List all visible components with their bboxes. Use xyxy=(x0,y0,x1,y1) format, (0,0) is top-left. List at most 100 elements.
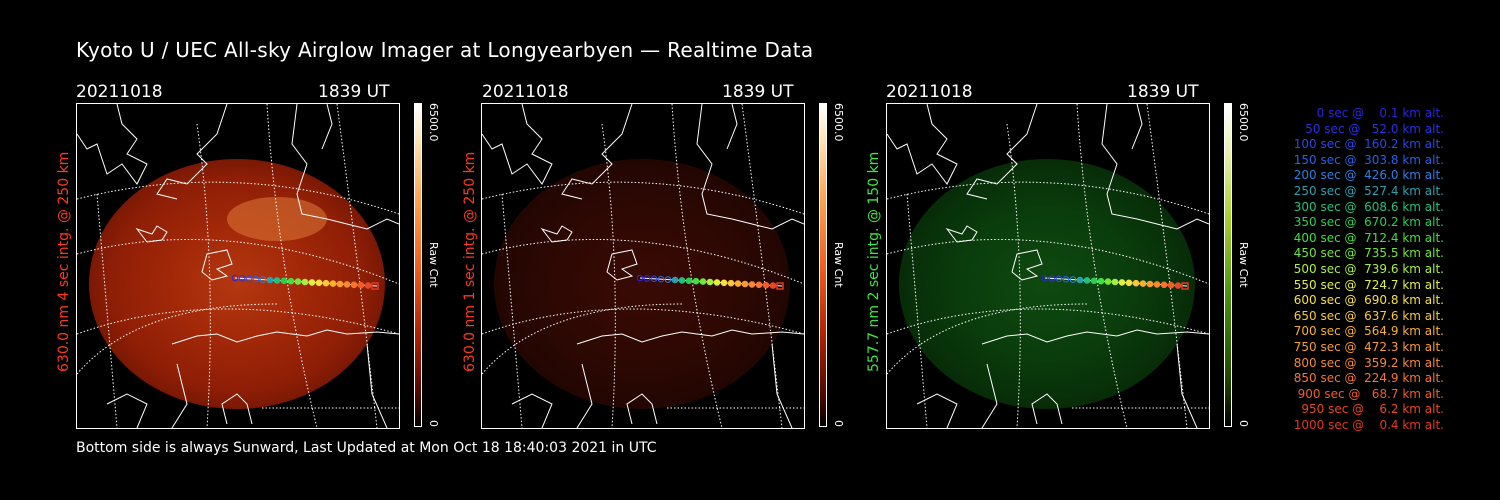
track-point xyxy=(1118,279,1126,286)
legend-row: 250 sec @ 527.4 km alt. xyxy=(1289,184,1444,198)
track-point xyxy=(1153,281,1161,288)
legend-row: 950 sec @ 6.2 km alt. xyxy=(1297,402,1444,417)
track-point xyxy=(336,280,344,288)
footer-status: Bottom side is always Sunward, Last Upda… xyxy=(76,440,657,456)
colorbar-max: 6500.0 xyxy=(832,103,845,142)
track-point xyxy=(1160,281,1168,289)
colorbar xyxy=(819,103,827,427)
track-point xyxy=(720,279,728,287)
track-point xyxy=(1055,275,1063,283)
track-point xyxy=(685,277,693,285)
legend-row: 150 sec @ 303.8 km alt. xyxy=(1289,152,1444,167)
legend-row: 600 sec @ 690.8 km alt. xyxy=(1289,293,1444,308)
legend-row: 500 sec @ 739.6 km alt. xyxy=(1289,262,1444,276)
allsky-image-630-4s xyxy=(76,103,400,429)
colorbar-unit: Raw Cnt xyxy=(427,242,440,288)
panel-date: 20211018 xyxy=(482,82,569,102)
track-point xyxy=(664,276,672,283)
legend-row: 50 sec @ 52.0 km alt. xyxy=(1297,121,1444,136)
colorbar-unit: Raw Cnt xyxy=(1237,242,1250,288)
colorbar-unit: Raw Cnt xyxy=(832,242,845,288)
track-point xyxy=(371,282,379,290)
colorbar xyxy=(1224,103,1232,427)
track-point xyxy=(1181,282,1189,290)
track-point xyxy=(657,275,665,283)
track-point xyxy=(1062,275,1070,283)
track-point xyxy=(1069,276,1077,283)
track-point xyxy=(776,282,784,290)
track-point xyxy=(1083,277,1091,284)
track-point xyxy=(364,282,372,289)
track-point xyxy=(1076,276,1084,284)
satellite-track xyxy=(636,274,784,290)
airglow-disk xyxy=(494,159,790,409)
airglow-disk xyxy=(899,159,1195,409)
track-point xyxy=(1041,274,1049,282)
panel-time: 1839 UT xyxy=(722,82,794,102)
legend-row: 200 sec @ 426.0 km alt. xyxy=(1289,168,1444,183)
legend-row: 850 sec @ 224.9 km alt. xyxy=(1289,371,1444,386)
track-point xyxy=(1132,279,1140,287)
panel-ylabel: 630.0 nm 1 sec intg. @ 250 km xyxy=(462,151,478,372)
track-point xyxy=(1090,277,1098,285)
track-point xyxy=(1048,275,1056,282)
track-point xyxy=(252,275,260,283)
legend-row: 800 sec @ 359.2 km alt. xyxy=(1289,355,1444,370)
track-point xyxy=(1174,282,1182,289)
track-point xyxy=(643,275,651,282)
altitude-legend: 0 sec @ 0.1 km alt. 50 sec @ 52.0 km alt… xyxy=(1260,106,1444,436)
satellite-track xyxy=(231,274,379,290)
track-point xyxy=(1097,277,1105,285)
legend-row: 350 sec @ 670.2 km alt. xyxy=(1289,215,1444,230)
colorbar xyxy=(414,103,422,427)
track-point xyxy=(301,278,309,286)
aurora-patch xyxy=(227,197,327,241)
track-point xyxy=(287,277,295,285)
colorbar-min: 0 xyxy=(832,420,845,427)
track-point xyxy=(769,282,777,289)
track-point xyxy=(748,281,756,288)
track-point xyxy=(755,281,763,289)
panel-ylabel: 557.7 nm 2 sec intg. @ 150 km xyxy=(866,151,882,372)
track-point xyxy=(231,274,239,282)
track-point xyxy=(273,277,281,284)
track-point xyxy=(350,281,358,289)
coastline xyxy=(77,104,399,428)
track-point xyxy=(762,281,770,289)
coastline xyxy=(887,104,1209,428)
track-point xyxy=(1139,280,1147,287)
legend-row: 400 sec @ 712.4 km alt. xyxy=(1289,230,1444,245)
track-point xyxy=(713,279,721,286)
legend-row: 0 sec @ 0.1 km alt. xyxy=(1305,106,1444,120)
colorbar-min: 0 xyxy=(427,420,440,427)
track-point xyxy=(308,279,316,286)
track-point xyxy=(1125,279,1133,287)
track-point xyxy=(329,280,337,287)
track-point xyxy=(266,276,274,284)
track-point xyxy=(238,275,246,282)
track-point xyxy=(699,278,707,285)
coastline xyxy=(482,104,804,428)
track-point xyxy=(1146,280,1154,288)
track-point xyxy=(650,275,658,283)
track-point xyxy=(343,281,351,288)
legend-row: 550 sec @ 724.7 km alt. xyxy=(1289,277,1444,292)
track-point xyxy=(636,274,644,282)
track-point xyxy=(706,278,714,286)
legend-row: 700 sec @ 564.9 km alt. xyxy=(1289,324,1444,339)
legend-row: 900 sec @ 68.7 km alt. xyxy=(1293,386,1444,401)
legend-row: 100 sec @ 160.2 km alt. xyxy=(1289,137,1444,152)
legend-row: 750 sec @ 472.3 km alt. xyxy=(1289,340,1444,354)
track-point xyxy=(357,281,365,289)
panel-date: 20211018 xyxy=(886,82,973,102)
colorbar-max: 6500.0 xyxy=(1237,103,1250,142)
graticule xyxy=(77,104,399,428)
track-point xyxy=(734,280,742,287)
panel-ylabel: 630.0 nm 4 sec intg. @ 250 km xyxy=(56,151,72,372)
satellite-track xyxy=(1041,274,1189,290)
legend-row: 300 sec @ 608.6 km alt. xyxy=(1289,199,1444,214)
track-point xyxy=(280,277,288,285)
track-point xyxy=(727,279,735,287)
track-point xyxy=(1167,281,1175,289)
graticule xyxy=(887,104,1209,428)
